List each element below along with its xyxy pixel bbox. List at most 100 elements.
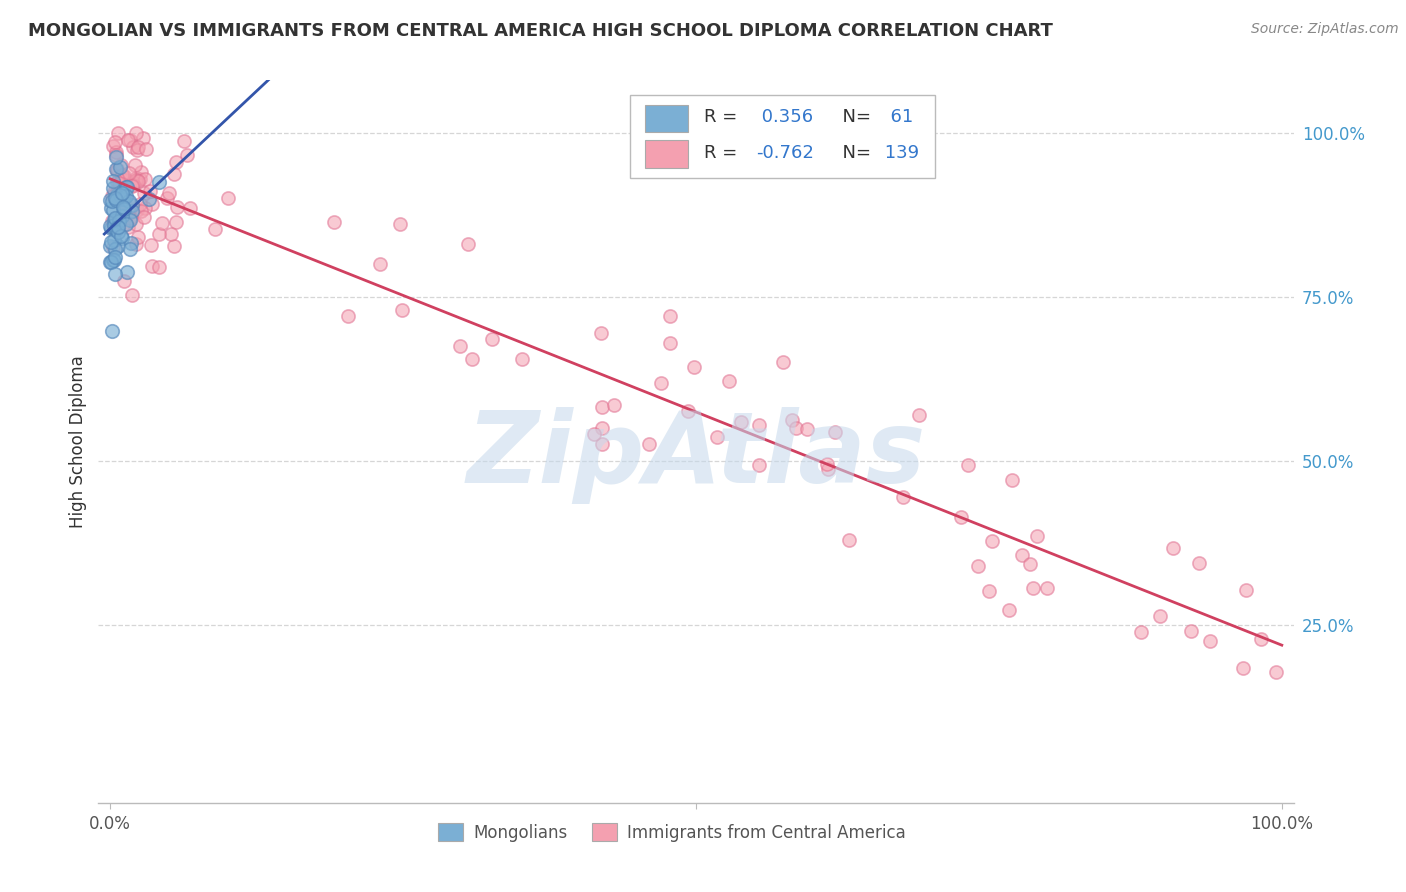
Point [891, 490, 914, 504]
Point [1129, 624, 1152, 639]
Point [100, 219, 122, 233]
Point [128, 172, 150, 186]
Point [111, 209, 134, 223]
Point [118, 212, 141, 227]
Point [638, 437, 661, 451]
Point [105, 164, 128, 178]
Point [591, 421, 613, 435]
Text: -0.762: -0.762 [756, 144, 814, 161]
Point [105, 223, 128, 237]
Point [127, 174, 149, 188]
Point [104, 250, 127, 264]
Point [998, 603, 1021, 617]
Point [125, 173, 148, 187]
Point [108, 177, 131, 191]
Point [138, 184, 160, 198]
Point [104, 150, 127, 164]
Point [111, 168, 134, 182]
Point [121, 140, 143, 154]
Point [105, 148, 128, 162]
Point [134, 211, 156, 225]
Point [131, 131, 153, 145]
Point [114, 173, 136, 187]
Point [103, 252, 125, 267]
Point [138, 192, 160, 206]
Point [121, 178, 143, 192]
Point [591, 437, 613, 451]
Point [100, 235, 122, 249]
Point [979, 584, 1001, 599]
Point [120, 242, 142, 256]
Point [150, 216, 173, 230]
Text: R =: R = [704, 144, 744, 161]
Point [105, 162, 128, 177]
FancyBboxPatch shape [644, 140, 688, 168]
Point [107, 225, 129, 239]
Point [104, 135, 127, 149]
Point [676, 403, 699, 417]
Point [120, 133, 142, 147]
Point [148, 260, 170, 274]
FancyBboxPatch shape [644, 105, 688, 132]
Point [115, 189, 138, 203]
Point [107, 219, 129, 234]
Point [118, 166, 141, 180]
Point [112, 169, 135, 183]
Point [139, 238, 162, 252]
Point [111, 192, 134, 206]
Point [100, 201, 122, 215]
Point [815, 457, 838, 471]
Point [368, 257, 391, 271]
Point [512, 352, 534, 367]
Point [956, 458, 979, 472]
Point [114, 217, 136, 231]
Point [110, 190, 132, 204]
Point [131, 203, 153, 218]
Point [107, 126, 129, 140]
Point [156, 191, 179, 205]
Point [159, 227, 181, 242]
Point [1001, 473, 1024, 487]
Point [217, 191, 239, 205]
Point [1022, 581, 1045, 595]
Point [717, 374, 740, 388]
Point [125, 143, 148, 157]
Point [103, 185, 125, 199]
Point [388, 217, 411, 231]
Point [103, 213, 125, 227]
Point [118, 211, 141, 226]
Point [589, 326, 612, 340]
Point [120, 235, 142, 250]
Point [100, 193, 122, 207]
Point [1011, 548, 1033, 562]
Point [1036, 581, 1059, 595]
Point [112, 202, 135, 217]
Point [603, 398, 626, 412]
Text: R =: R = [704, 109, 744, 127]
Point [104, 211, 127, 225]
Point [117, 219, 139, 234]
Point [967, 559, 990, 574]
Point [100, 221, 122, 235]
Point [108, 214, 131, 228]
Point [785, 421, 807, 435]
Point [125, 217, 148, 231]
Point [101, 194, 124, 208]
Point [108, 178, 131, 192]
Point [105, 187, 128, 202]
Point [658, 335, 681, 350]
Point [105, 222, 128, 236]
Point [107, 239, 129, 253]
Point [157, 186, 180, 200]
Point [100, 214, 122, 228]
Y-axis label: High School Diploma: High School Diploma [69, 355, 87, 528]
Point [1026, 529, 1049, 543]
Point [1180, 624, 1202, 639]
Point [111, 190, 134, 204]
Text: 0.356: 0.356 [756, 109, 813, 127]
Point [481, 332, 503, 346]
Point [117, 194, 139, 209]
Point [179, 201, 201, 215]
Point [134, 172, 156, 186]
Point [125, 126, 148, 140]
